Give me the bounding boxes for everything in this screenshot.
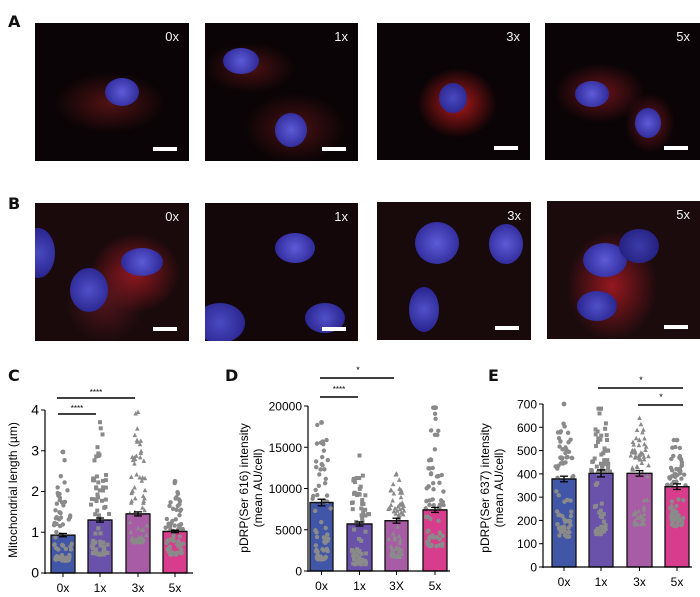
bar-3x [626,472,653,568]
scale-bar [494,146,518,150]
x-tick-label: 1x [94,581,107,595]
y-tick-label: 20000 [269,400,303,414]
x-tick-label: 0x [57,581,70,595]
condition-label: 3x [506,29,520,44]
condition-label: 5x [676,207,690,222]
x-tick-label: 0x [558,575,571,589]
y-tick-label: 5000 [275,523,302,537]
scale-bar [495,326,519,330]
micrograph-b-5x: 5x [547,201,700,339]
x-tick-label: 0x [315,579,328,593]
panel-letter-d: D [225,366,239,385]
scale-bar [664,146,688,150]
chart-e-ylabel-2: (mean AU/cell) [492,449,506,528]
x-tick-label: 5x [169,581,182,595]
y-tick-label: 500 [517,444,537,458]
chart-d-ylabel-2: (mean AU/cell) [251,449,265,528]
scale-bar [153,327,177,331]
panel-letter-c: C [8,366,20,385]
y-tick-label: 0 [295,565,302,579]
micrograph-b-1x: 1x [205,203,358,341]
y-tick-label: 200 [517,514,537,528]
y-tick-label: 600 [517,421,537,435]
condition-label: 3x [507,208,521,223]
micrograph-b-3x: 3x [377,202,531,340]
sig-label: * [659,392,663,402]
chart-c-ylabel: Mitochondrial length (µm) [6,422,20,558]
condition-label: 1x [334,29,348,44]
micrograph-a-0x: 0x [35,23,189,161]
x-tick-label: 5x [429,579,442,593]
panel-letter-e: E [488,366,499,385]
y-tick-label: 1 [31,524,39,540]
scale-bar [664,325,688,329]
sig-label: * [356,365,360,375]
y-tick-label: 0 [31,565,39,581]
condition-label: 0x [165,209,179,224]
bar-1x [588,472,614,568]
chart-d-ylabel-1: pDRP(Ser 616) intensity [237,423,251,552]
scale-bar [322,147,346,151]
x-tick-label: 3x [132,581,145,595]
micrograph-b-0x: 0x [35,203,189,341]
sig-label: **** [90,388,102,397]
x-tick-label: 1x [595,575,608,589]
chart-e: pDRP(Ser 637) intensity (mean AU/cell) 0… [478,375,692,589]
y-tick-label: 10000 [269,482,303,496]
x-tick-label: 5x [671,575,684,589]
scale-bar [153,147,177,151]
condition-label: 0x [165,29,179,44]
x-tick-label: 3X [389,579,404,593]
y-tick-label: 3 [31,442,39,458]
y-tick-label: 300 [517,491,537,505]
y-tick-label: 700 [517,398,537,412]
sig-label: **** [71,404,83,413]
micrograph-a-3x: 3x [377,23,530,160]
x-tick-label: 3x [633,575,646,589]
y-tick-label: 100 [517,537,537,551]
y-tick-label: 2 [31,483,39,499]
sig-label: * [639,375,643,385]
y-tick-label: 0 [530,561,537,575]
panel-letter-a: A [8,12,21,31]
y-tick-label: 4 [31,402,39,418]
y-tick-label: 400 [517,467,537,481]
chart-c: Mitochondrial length (µm) 0 1 2 3 4 0x 1x 3x 5x… [6,388,193,595]
chart-d: pDRP(Ser 616) intensity (mean AU/cell) 0… [237,365,450,593]
chart-e-ylabel-1: pDRP(Ser 637) intensity [478,423,492,552]
micrograph-a-1x: 1x [205,23,358,161]
sig-label: **** [333,385,345,394]
x-tick-label: 1x [353,579,366,593]
scale-bar [322,327,346,331]
condition-label: 5x [676,29,690,44]
micrograph-a-5x: 5x [545,23,700,160]
y-tick-label: 15000 [269,441,303,455]
condition-label: 1x [334,209,348,224]
panel-letter-b: B [8,194,21,213]
